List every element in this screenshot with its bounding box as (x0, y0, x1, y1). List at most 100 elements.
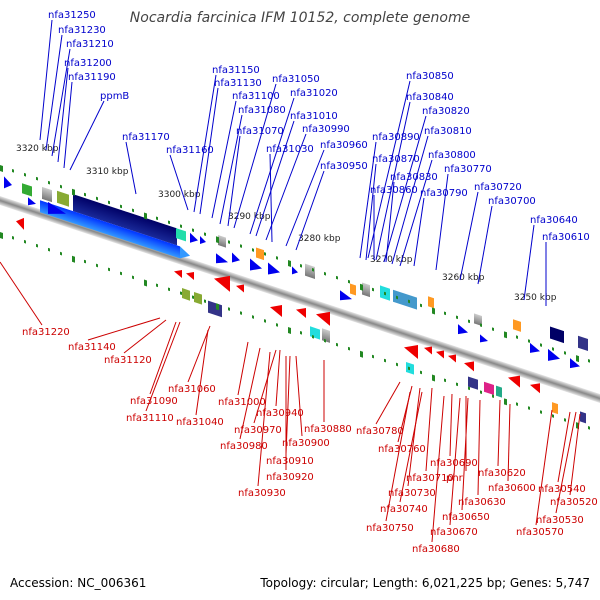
forward-gene-label-nfa30850[interactable]: nfa30850 (406, 71, 454, 82)
forward-gene-leader-line (255, 120, 295, 237)
reverse-gene-label-nfa30680[interactable]: nfa30680 (412, 544, 460, 555)
forward-gene (340, 290, 352, 301)
reverse-gene-leader-line (449, 393, 453, 457)
forward-gene-label-nfa31170[interactable]: nfa31170 (122, 132, 170, 143)
forward-gene-label-nfa31160[interactable]: nfa31160 (166, 145, 214, 156)
tick-mark (396, 295, 398, 300)
reverse-gene (296, 307, 306, 318)
forward-gene-label-nfa30720[interactable]: nfa30720 (474, 182, 522, 193)
reverse-gene-leader-line (285, 355, 291, 455)
forward-gene (292, 266, 298, 275)
reverse-gene-label-nfa30920[interactable]: nfa30920 (266, 472, 314, 483)
forward-gene-label-nfa30870[interactable]: nfa30870 (372, 154, 420, 165)
forward-gene-label-nfa30610[interactable]: nfa30610 (542, 232, 590, 243)
reverse-gene-label-nfa30690[interactable]: nfa30690 (430, 458, 478, 469)
forward-gene-label-nfa30790[interactable]: nfa30790 (420, 188, 468, 199)
reverse-gene-label-nfa30930[interactable]: nfa30930 (238, 488, 286, 499)
tick-mark (168, 220, 170, 225)
tick-mark (228, 307, 230, 311)
forward-gene (268, 262, 280, 275)
forward-gene-label-nfa30960[interactable]: nfa30960 (320, 140, 368, 151)
forward-gene-leader-line (249, 97, 295, 235)
reverse-gene (508, 375, 520, 388)
reverse-gene-label-nfa30940[interactable]: nfa30940 (256, 408, 304, 419)
reverse-gene-label-nfa30540[interactable]: nfa30540 (538, 484, 586, 495)
forward-gene-label-nfa31190[interactable]: nfa31190 (68, 72, 116, 83)
forward-gene-label-nfa30810[interactable]: nfa30810 (424, 126, 472, 137)
reverse-gene-label-nfa31000[interactable]: nfa31000 (218, 397, 266, 408)
forward-gene-label-nfa31200[interactable]: nfa31200 (64, 58, 112, 69)
forward-gene-label-nfa31080[interactable]: nfa31080 (238, 105, 286, 116)
reverse-gene-label-nfa31060[interactable]: nfa31060 (168, 384, 216, 395)
forward-gene-label-nfa31030[interactable]: nfa31030 (266, 144, 314, 155)
reverse-gene-leader-line (569, 413, 581, 496)
reverse-gene-label-nfa31140[interactable]: nfa31140 (68, 342, 116, 353)
reverse-gene-label-phr[interactable]: phr (446, 473, 464, 484)
forward-gene-label-nfa31100[interactable]: nfa31100 (232, 91, 280, 102)
reverse-gene-label-nfa31090[interactable]: nfa31090 (130, 396, 178, 407)
forward-gene-label-nfa31210[interactable]: nfa31210 (66, 39, 114, 50)
forward-gene-label-nfa30640[interactable]: nfa30640 (530, 215, 578, 226)
reverse-gene-label-nfa30630[interactable]: nfa30630 (458, 497, 506, 508)
forward-gene-label-nfa31150[interactable]: nfa31150 (212, 65, 260, 76)
forward-gene-label-nfa31230[interactable]: nfa31230 (58, 25, 106, 36)
forward-gene-label-nfa30800[interactable]: nfa30800 (428, 150, 476, 161)
forward-gene-label-nfa31130[interactable]: nfa31130 (214, 78, 262, 89)
reverse-gene-label-nfa30600[interactable]: nfa30600 (488, 483, 536, 494)
reverse-gene-label-nfa30530[interactable]: nfa30530 (536, 515, 584, 526)
forward-gene-label-nfa30840[interactable]: nfa30840 (406, 92, 454, 103)
reverse-gene-label-nfa30980[interactable]: nfa30980 (220, 441, 268, 452)
reverse-gene-label-nfa30910[interactable]: nfa30910 (266, 456, 314, 467)
reverse-gene-label-nfa30740[interactable]: nfa30740 (380, 504, 428, 515)
reverse-gene-label-nfa31040[interactable]: nfa31040 (176, 417, 224, 428)
forward-gene-label-nfa30890[interactable]: nfa30890 (372, 132, 420, 143)
forward-gene-label-nfa30700[interactable]: nfa30700 (488, 196, 536, 207)
tick-mark (108, 267, 110, 272)
reverse-gene-label-nfa30570[interactable]: nfa30570 (516, 527, 564, 538)
reverse-gene-label-nfa30730[interactable]: nfa30730 (388, 488, 436, 499)
forward-gene-label-nfa30950[interactable]: nfa30950 (320, 161, 368, 172)
forward-gene-label-nfa31050[interactable]: nfa31050 (272, 74, 320, 85)
forward-gene-label-nfa31010[interactable]: nfa31010 (290, 111, 338, 122)
forward-gene-label-nfa31250[interactable]: nfa31250 (48, 10, 96, 21)
forward-gene-label-nfa30820[interactable]: nfa30820 (422, 106, 470, 117)
tick-mark (276, 256, 278, 260)
forward-gene-label-nfa31020[interactable]: nfa31020 (290, 88, 338, 99)
forward-gene-label-nfa31070[interactable]: nfa31070 (236, 126, 284, 137)
forward-gene-leader-line (265, 133, 307, 241)
forward-gene-leader-line (169, 154, 189, 211)
forward-gene-label-ppmB[interactable]: ppmB (100, 91, 129, 102)
tick-mark (204, 232, 206, 236)
forward-gene-leader-line (359, 141, 377, 259)
feature-block (484, 381, 494, 396)
forward-gene (4, 176, 12, 189)
reverse-gene-label-nfa30970[interactable]: nfa30970 (234, 425, 282, 436)
reverse-gene-label-nfa31110[interactable]: nfa31110 (126, 413, 174, 424)
forward-gene-label-nfa30770[interactable]: nfa30770 (444, 164, 492, 175)
forward-gene-label-nfa30990[interactable]: nfa30990 (302, 124, 350, 135)
reverse-gene-label-nfa30750[interactable]: nfa30750 (366, 523, 414, 534)
feature-block (42, 186, 52, 203)
reverse-gene-label-nfa30710[interactable]: nfa30710 (406, 473, 454, 484)
feature-block (218, 234, 226, 248)
tick-mark (96, 196, 98, 201)
reverse-gene-label-nfa30520[interactable]: nfa30520 (550, 497, 598, 508)
tick-mark (480, 390, 482, 395)
reverse-gene-label-nfa30780[interactable]: nfa30780 (356, 426, 404, 437)
forward-gene-leader-line (45, 34, 63, 151)
reverse-gene-label-nfa30670[interactable]: nfa30670 (430, 527, 478, 538)
reverse-gene-label-nfa30620[interactable]: nfa30620 (478, 468, 526, 479)
reverse-gene-label-nfa31220[interactable]: nfa31220 (22, 327, 70, 338)
tick-mark (552, 414, 554, 418)
forward-gene-label-nfa30860[interactable]: nfa30860 (370, 185, 418, 196)
reverse-gene-label-nfa30650[interactable]: nfa30650 (442, 512, 490, 523)
tick-mark (24, 239, 26, 244)
reverse-gene-label-nfa31120[interactable]: nfa31120 (104, 355, 152, 366)
tick-mark (420, 303, 422, 308)
reverse-gene-label-nfa30900[interactable]: nfa30900 (282, 438, 330, 449)
forward-gene-label-nfa30830[interactable]: nfa30830 (390, 172, 438, 183)
reverse-gene-label-nfa30880[interactable]: nfa30880 (304, 424, 352, 435)
reverse-gene-label-nfa30760[interactable]: nfa30760 (378, 444, 426, 455)
tick-mark (132, 208, 134, 213)
forward-gene-leader-line (227, 135, 241, 227)
